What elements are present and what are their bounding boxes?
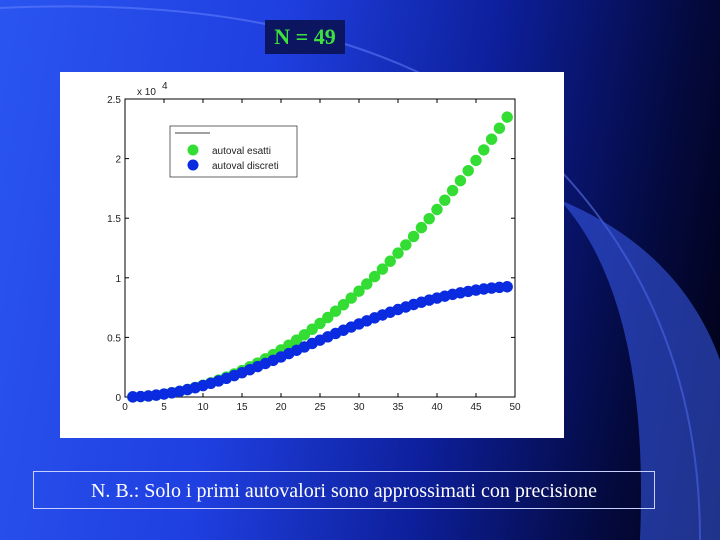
point-series-1 bbox=[501, 111, 513, 123]
point-series-1 bbox=[376, 263, 389, 275]
point-series-1 bbox=[485, 133, 498, 145]
point-series-1 bbox=[322, 311, 334, 324]
point-series-1 bbox=[306, 323, 318, 335]
y-exponent-label: x 10 bbox=[137, 87, 156, 98]
point-series-1 bbox=[470, 154, 482, 167]
x-tick-label: 45 bbox=[470, 402, 482, 413]
x-tick-label: 10 bbox=[197, 402, 209, 413]
point-series-1 bbox=[329, 305, 342, 317]
point-series-1 bbox=[353, 285, 365, 297]
x-tick-label: 50 bbox=[509, 402, 521, 413]
x-tick-label: 35 bbox=[392, 402, 404, 413]
point-series-1 bbox=[446, 184, 459, 197]
point-series-1 bbox=[454, 174, 467, 187]
legend-marker-2 bbox=[187, 159, 199, 171]
point-series-1 bbox=[415, 221, 428, 234]
point-series-1 bbox=[400, 239, 412, 251]
y-tick-label: 2.5 bbox=[107, 95, 121, 106]
x-tick-label: 30 bbox=[353, 402, 365, 413]
point-series-1 bbox=[439, 194, 451, 206]
point-series-1 bbox=[384, 255, 396, 267]
point-series-1 bbox=[407, 230, 420, 243]
y-tick-label: 2 bbox=[115, 155, 121, 166]
y-exponent-power: 4 bbox=[162, 81, 168, 92]
point-series-1 bbox=[368, 270, 381, 283]
eigenvalue-scatter-chart: 0 5 10 15 20 25 30 35 40 45 50 0 0.5 1 1.5 2 2.5 x 10 4 aut… bbox=[107, 81, 521, 413]
chart-figure: 0 5 10 15 20 25 30 35 40 45 50 0 0.5 1 1.5 2 2.5 x 10 4 aut… bbox=[60, 72, 564, 438]
legend-label-2: autoval discreti bbox=[212, 161, 279, 172]
slide-title: N = 49 bbox=[265, 20, 345, 54]
x-tick-label: 25 bbox=[314, 402, 326, 413]
legend-marker-1 bbox=[187, 144, 199, 156]
legend-label-1: autoval esatti bbox=[212, 146, 271, 157]
y-tick-label: 1.5 bbox=[107, 214, 121, 225]
point-series-1 bbox=[345, 292, 357, 304]
y-tick-label: 0.5 bbox=[107, 333, 121, 344]
point-series-1 bbox=[493, 122, 506, 134]
point-series-1 bbox=[298, 329, 311, 341]
y-tick-label: 1 bbox=[115, 274, 121, 285]
x-tick-label: 0 bbox=[122, 402, 128, 413]
point-series-1 bbox=[423, 212, 435, 225]
y-tick-label: 0 bbox=[115, 393, 121, 404]
point-series-2 bbox=[501, 281, 513, 293]
point-series-1 bbox=[314, 317, 326, 330]
x-tick-label: 5 bbox=[161, 402, 167, 413]
x-tick-label: 15 bbox=[236, 402, 248, 413]
x-tick-label: 20 bbox=[275, 402, 287, 413]
point-series-1 bbox=[431, 203, 443, 216]
x-tick-label: 40 bbox=[431, 402, 443, 413]
point-series-1 bbox=[478, 144, 490, 156]
point-series-1 bbox=[462, 164, 474, 177]
slide-note: N. B.: Solo i primi autovalori sono appr… bbox=[33, 471, 655, 509]
point-series-1 bbox=[337, 299, 350, 311]
point-series-1 bbox=[361, 278, 373, 290]
point-series-1 bbox=[392, 247, 404, 259]
